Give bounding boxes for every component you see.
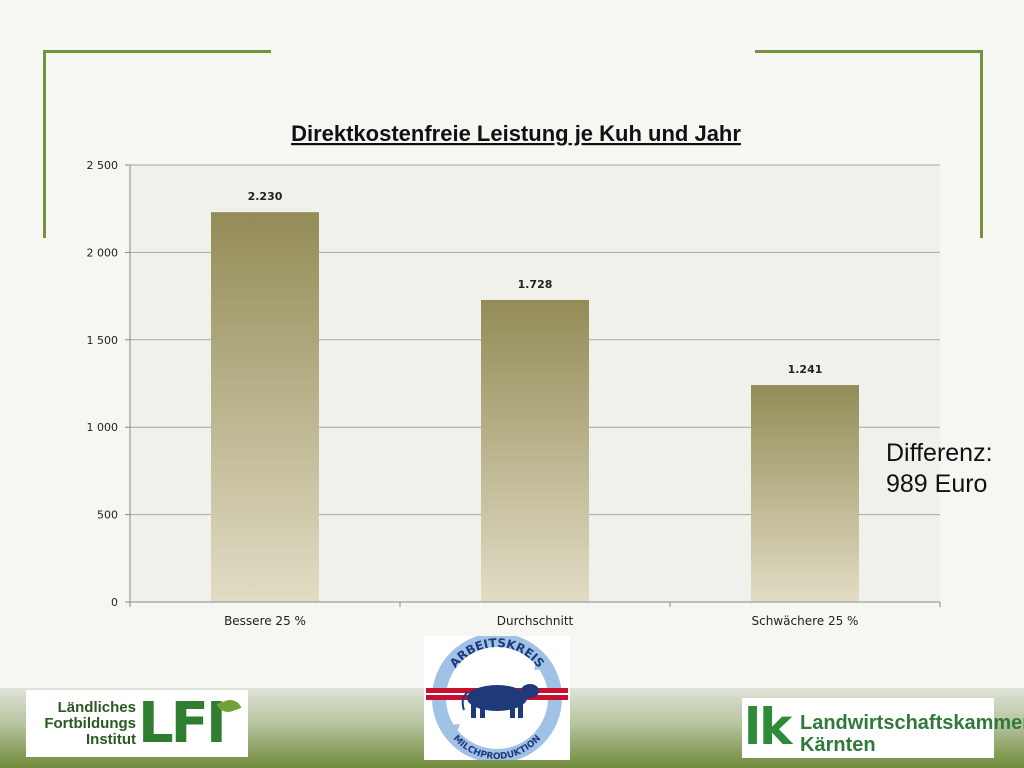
frame-left	[43, 50, 46, 238]
frame-top-left	[43, 50, 271, 53]
x-category-label: Durchschnitt	[497, 614, 574, 628]
x-category-label: Schwächere 25 %	[752, 614, 859, 628]
lfi-logo-text: Ländliches Fortbildungs Institut	[36, 700, 136, 748]
x-category-label: Bessere 25 %	[224, 614, 306, 628]
difference-note: Differenz: 989 Euro	[886, 438, 993, 500]
frame-top-right	[755, 50, 983, 53]
cow-badge-icon: ARBEITSKREIS MILCHPRODUKTION	[426, 633, 568, 763]
difference-value: 989 Euro	[886, 470, 988, 498]
frame-right	[980, 50, 983, 238]
bar	[751, 385, 859, 602]
arbeitskreis-logo: ARBEITSKREIS MILCHPRODUKTION	[424, 633, 570, 763]
y-tick-label: 500	[97, 509, 118, 522]
lk-text: Landwirtschaftskammer Kärnten	[800, 712, 1024, 756]
data-label: 1.241	[788, 363, 823, 376]
y-tick-label: 2 000	[87, 246, 119, 259]
lk-line2: Kärnten	[800, 734, 876, 756]
difference-label: Differenz:	[886, 439, 993, 467]
lk-logo: lk Landwirtschaftskammer Kärnten	[742, 698, 1024, 758]
chart-title: Direktkostenfreie Leistung je Kuh und Ja…	[291, 121, 741, 146]
lfi-mark: LFI	[138, 691, 227, 756]
bar	[481, 299, 589, 602]
data-label: 2.230	[248, 190, 283, 203]
lfi-line2: Fortbildungs	[44, 715, 136, 732]
y-tick-label: 2 500	[87, 159, 119, 172]
lfi-line3: Institut	[86, 731, 136, 748]
y-tick-label: 0	[111, 596, 118, 609]
bar-chart: Direktkostenfreie Leistung je Kuh und Ja…	[87, 121, 941, 628]
lk-line1: Landwirtschaftskammer	[800, 712, 1024, 734]
lfi-line1: Ländliches	[57, 699, 136, 716]
y-tick-label: 1 000	[87, 421, 119, 434]
bar	[211, 212, 319, 603]
lfi-logo: Ländliches Fortbildungs Institut LFI	[26, 690, 248, 757]
lk-mark: lk	[744, 698, 792, 756]
data-label: 1.728	[518, 278, 553, 291]
y-tick-label: 1 500	[87, 334, 119, 347]
